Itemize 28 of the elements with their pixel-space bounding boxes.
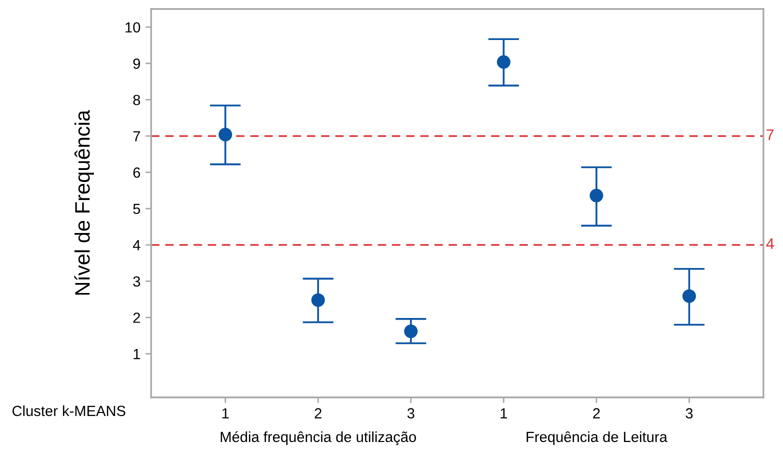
x-tick-label: 2: [314, 408, 322, 418]
point: [682, 289, 696, 303]
point: [311, 293, 325, 307]
y-tick-label: 10: [126, 22, 140, 33]
point: [590, 188, 604, 202]
ref-line-label: 7: [766, 129, 774, 140]
x-tick-label: 2: [593, 408, 600, 418]
point: [404, 324, 418, 338]
point: [496, 55, 510, 69]
ref-line-label: 4: [766, 238, 774, 249]
x-tick-label: 1: [500, 408, 508, 418]
y-axis-title: Nível de Frequência: [74, 110, 94, 295]
y-tick-label: 7: [133, 131, 140, 142]
y-tick-label: 5: [133, 204, 140, 214]
y-tick-label: 8: [133, 94, 140, 106]
x-tick-label: 1: [222, 408, 229, 418]
text: Frequência de Leitura: [526, 431, 668, 445]
text: Cluster k-MEANS: [12, 405, 126, 416]
y-tick-label: 4: [132, 240, 140, 250]
y-tick-label: 1: [134, 349, 140, 360]
text: Média frequência de utilização: [220, 431, 416, 446]
y-tick-label: 2: [133, 312, 140, 323]
y-tick-label: 9: [133, 58, 140, 69]
y-tick-label: 3: [133, 276, 140, 287]
x-tick-label: 3: [407, 408, 414, 418]
x-tick-label: 3: [686, 408, 693, 418]
point: [218, 128, 232, 142]
y-tick-label: 6: [133, 167, 140, 178]
